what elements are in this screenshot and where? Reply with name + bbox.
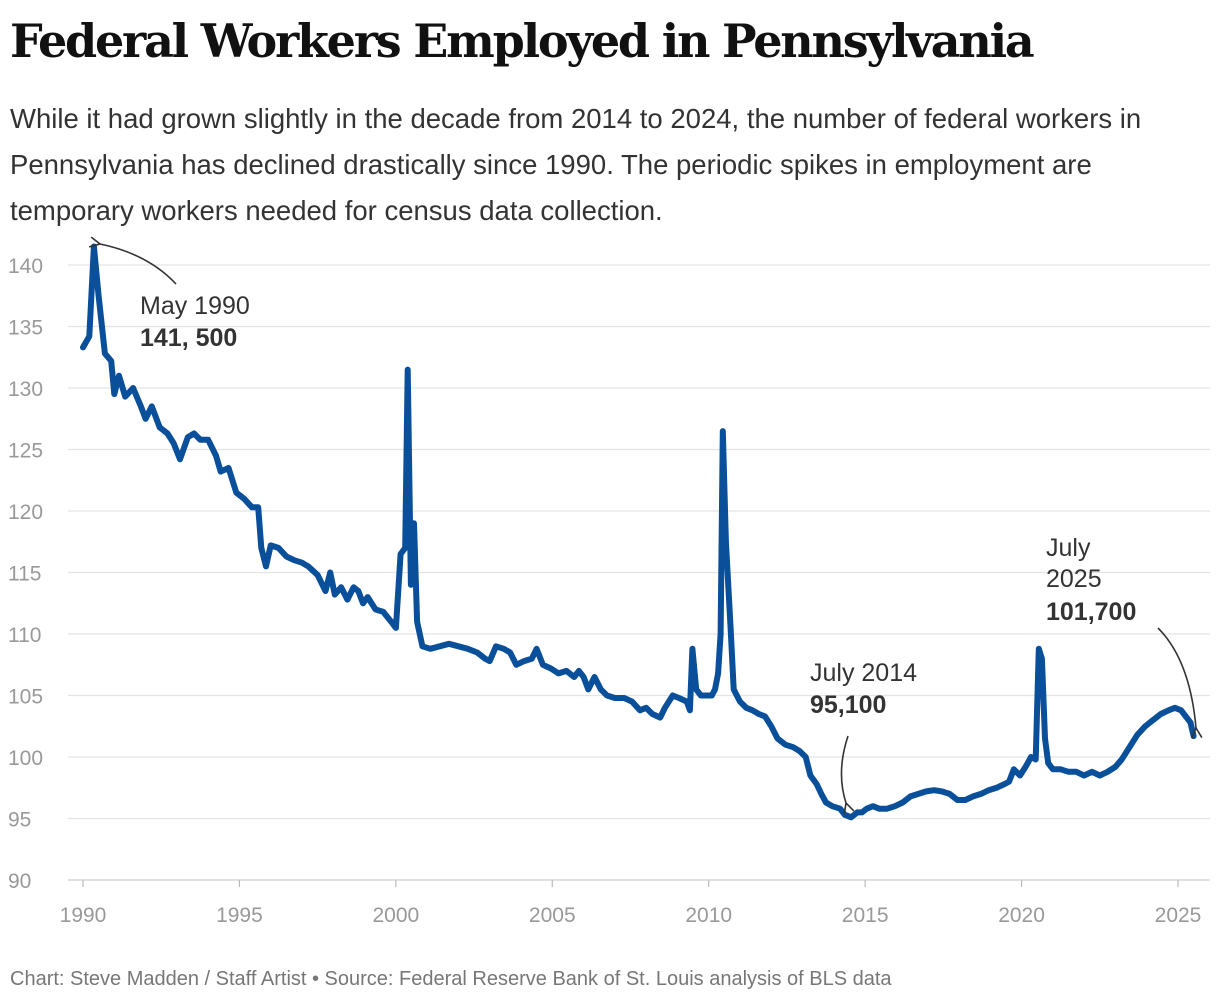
x-tick-label: 2025 xyxy=(1155,904,1202,927)
y-tick-label: 100 xyxy=(8,747,43,770)
y-tick-label: 140 xyxy=(8,255,43,278)
annotation-low-2014-value: 95,100 xyxy=(810,691,886,719)
x-tick-label: 1995 xyxy=(216,904,263,927)
grid-lines xyxy=(68,264,1210,820)
annotation-peak-1990-date: May 1990 xyxy=(140,292,250,320)
chart-title: Federal Workers Employed in Pennsylvania xyxy=(10,14,1035,68)
x-tick-label: 2015 xyxy=(842,904,889,927)
line-chart: 140 135 130 125 120 115 110 105 100 95 90 1990 1995… xyxy=(8,0,1210,927)
y-tick-label: 130 xyxy=(8,378,43,401)
x-tick-label: 2000 xyxy=(372,904,419,927)
annotation-low-2014-arrow xyxy=(840,735,848,803)
annotation-latest-2025-date-year: 2025 xyxy=(1046,565,1102,593)
annotation-peak-1990-value: 141, 500 xyxy=(140,324,237,352)
x-axis-ticks: 1990 1995 2000 2005 2010 2015 2020 2025 xyxy=(60,880,1202,927)
series-line-federal-workers xyxy=(80,243,1197,821)
x-tick-label: 1990 xyxy=(60,904,107,927)
x-tick-label: 2020 xyxy=(998,904,1045,927)
annotation-latest-2025-value: 101,700 xyxy=(1046,598,1136,626)
x-tick-label: 2010 xyxy=(685,904,732,927)
y-tick-label: 90 xyxy=(8,870,31,893)
y-axis-ticks: 140 135 130 125 120 115 110 105 100 95 90 xyxy=(8,255,43,893)
y-tick-label: 125 xyxy=(8,440,43,463)
annotation-low-2014-date: July 2014 xyxy=(810,659,917,687)
y-tick-label: 110 xyxy=(8,624,41,647)
y-tick-label: 115 xyxy=(8,563,41,586)
y-tick-label: 105 xyxy=(8,686,43,709)
annotation-latest-2025-arrow xyxy=(1157,627,1196,728)
x-tick-label: 2005 xyxy=(529,904,576,927)
annotation-latest-2025-date-month: July xyxy=(1046,534,1091,562)
y-tick-label: 120 xyxy=(8,501,43,524)
chart-subtitle: While it had grown slightly in the decad… xyxy=(10,103,1142,226)
annotation-peak-1990-arrow xyxy=(100,244,177,285)
y-tick-label: 95 xyxy=(8,809,31,832)
y-tick-label: 135 xyxy=(8,317,43,340)
chart-source-footer: Chart: Steve Madden / Staff Artist • Sou… xyxy=(10,968,892,990)
